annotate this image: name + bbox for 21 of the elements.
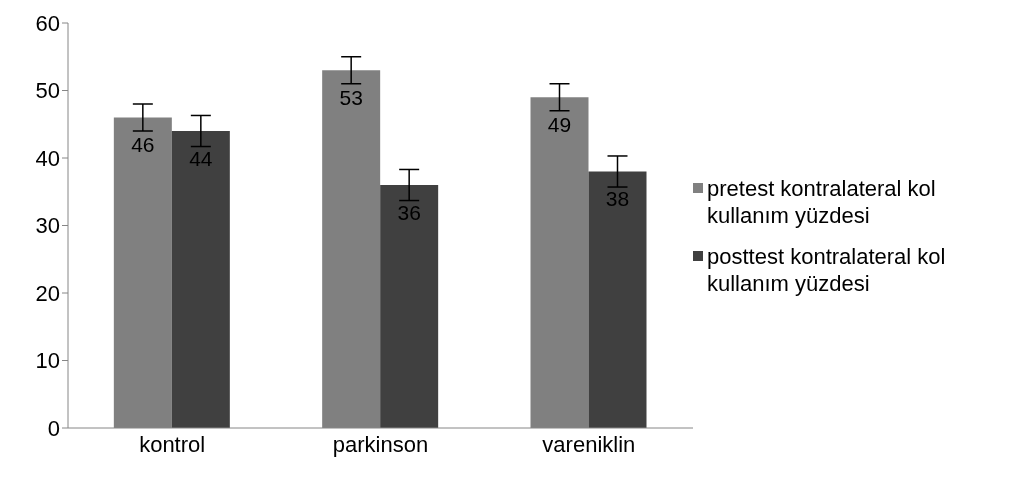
y-tick-label: 40 <box>35 145 60 171</box>
y-tick-label: 10 <box>35 348 60 374</box>
legend-label: pretest kontralateral kol kullanım yüzdesi <box>707 175 937 229</box>
y-tick-label: 20 <box>35 280 60 306</box>
y-tick-label: 50 <box>35 78 60 104</box>
data-label: 38 <box>605 187 630 211</box>
data-label: 49 <box>547 113 572 137</box>
x-tick-label: parkinson <box>332 431 429 457</box>
y-tick-label: 0 <box>47 415 60 441</box>
data-label: 36 <box>397 200 421 224</box>
bar <box>380 185 439 428</box>
data-label: 46 <box>131 133 155 157</box>
bar <box>171 131 230 428</box>
y-tick-label: 30 <box>35 213 60 239</box>
data-label: 53 <box>339 86 363 110</box>
y-tick-label: 60 <box>35 10 60 36</box>
x-tick-label: vareniklin <box>542 431 636 457</box>
x-tick-label: kontrol <box>139 431 206 457</box>
bar <box>588 171 647 428</box>
legend-label: posttest kontralateral kol kullanım yüzdesi <box>707 243 947 297</box>
data-label: 44 <box>189 146 213 170</box>
